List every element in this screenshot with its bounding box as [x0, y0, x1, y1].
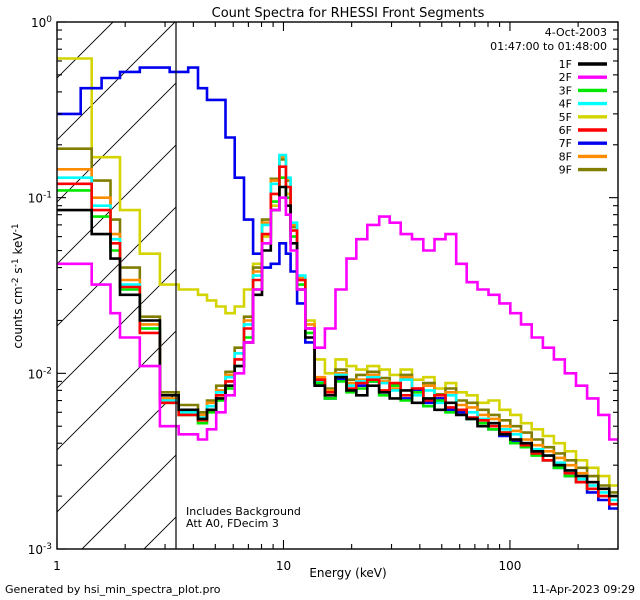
legend-label-8F: 8F: [559, 150, 572, 163]
svg-text:counts cm-2 s-1 keV-1: counts cm-2 s-1 keV-1: [11, 223, 25, 348]
spectrum-curve-9F: [57, 147, 618, 494]
x-axis-label: Energy (keV): [309, 566, 386, 580]
y-label-sup-3: -1: [11, 223, 21, 232]
y-tick-label-1e0: 100: [31, 15, 52, 30]
observation-date: 4-Oct-2003: [545, 26, 607, 39]
annotation-background: Includes Background: [186, 505, 301, 518]
y-tick-label-1e-2: 10-2: [28, 366, 52, 381]
footer-timestamp: 11-Apr-2023 09:29: [532, 583, 635, 596]
legend-label-3F: 3F: [559, 84, 572, 97]
legend-label-7F: 7F: [559, 137, 572, 150]
y-tick-label-1e-1: 10-1: [28, 191, 52, 206]
y-tick-label-1e-3: 10-3: [28, 542, 52, 557]
footer-generator: Generated by hsi_min_spectra_plot.pro: [5, 583, 221, 596]
legend-label-9F: 9F: [559, 164, 572, 177]
x-tick-label-1: 1: [53, 559, 61, 573]
legend-label-1F: 1F: [559, 58, 572, 71]
y-axis-label: counts cm-2 s-1 keV-1: [11, 223, 25, 348]
y-label-part-c: keV: [11, 232, 25, 259]
axis-ticks: [56, 21, 619, 550]
axis-tick-labels: 1 10 100 100 10-1 10-2 10-3: [28, 15, 522, 573]
legend-label-2F: 2F: [559, 71, 572, 84]
x-tick-label-10: 10: [276, 559, 291, 573]
y-label-part-b: s: [11, 267, 25, 277]
page-title: Count Spectra for RHESSI Front Segments: [212, 6, 485, 21]
annotation-attenuator: Att A0, FDecim 3: [186, 517, 279, 530]
legend-label-4F: 4F: [559, 98, 572, 111]
spectrum-curve-2F: [57, 196, 618, 441]
legend-label-5F: 5F: [559, 111, 572, 124]
spectrum-curve-1F: [57, 185, 618, 498]
legend-label-6F: 6F: [559, 124, 572, 137]
y-label-sup-2: -1: [11, 258, 21, 267]
plot-frame: [56, 21, 619, 550]
x-tick-label-100: 100: [498, 559, 521, 573]
y-label-part-a: counts cm: [11, 286, 25, 348]
y-label-sup-1: -2: [11, 277, 21, 286]
spectra-curves: [57, 57, 618, 510]
observation-time-range: 01:47:00 to 01:48:00: [490, 40, 607, 53]
